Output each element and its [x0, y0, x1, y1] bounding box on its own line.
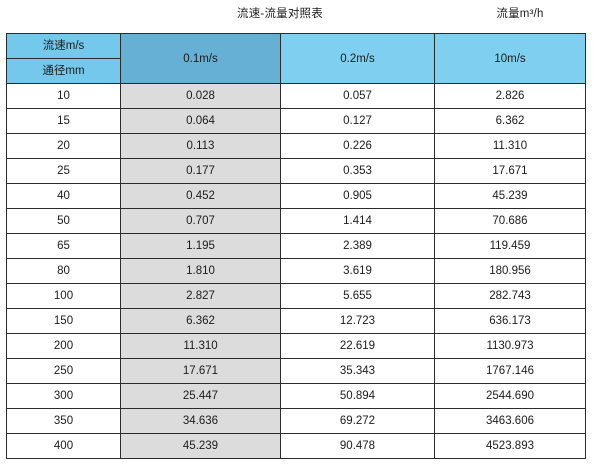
- cell-flow-0.2: 90.478: [280, 433, 435, 459]
- cell-flow-10: 119.459: [434, 233, 586, 259]
- cell-flow-0.1: 0.064: [120, 108, 281, 134]
- cell-flow-0.1: 11.310: [120, 333, 281, 359]
- corner-header-velocity: 流速m/s: [6, 33, 121, 59]
- table-row: 25 0.177 0.353 17.671: [6, 158, 586, 184]
- cell-flow-0.1: 0.177: [120, 158, 281, 184]
- title-band: 流速-流量对照表 流量m³/h: [0, 0, 600, 33]
- cell-flow-0.1: 0.452: [120, 183, 281, 209]
- column-header-2: 10m/s: [434, 33, 586, 84]
- table-row: 150 6.362 12.723 636.173: [6, 308, 586, 334]
- cell-diameter: 200: [6, 333, 121, 359]
- table-row: 20 0.113 0.226 11.310: [6, 133, 586, 159]
- table-row: 10 0.028 0.057 2.826: [6, 83, 586, 109]
- cell-flow-0.1: 45.239: [120, 433, 281, 459]
- cell-flow-10: 636.173: [434, 308, 586, 334]
- cell-flow-0.1: 2.827: [120, 283, 281, 309]
- cell-diameter: 100: [6, 283, 121, 309]
- cell-flow-10: 45.239: [434, 183, 586, 209]
- cell-diameter: 20: [6, 133, 121, 159]
- table-row: 300 25.447 50.894 2544.690: [6, 383, 586, 409]
- cell-flow-0.2: 3.619: [280, 258, 435, 284]
- table-header-row-top: 流速m/s 0.1m/s 0.2m/s 10m/s: [6, 33, 586, 84]
- cell-flow-10: 282.743: [434, 283, 586, 309]
- table-row: 65 1.195 2.389 119.459: [6, 233, 586, 259]
- table-row: 400 45.239 90.478 4523.893: [6, 433, 586, 459]
- table-row: 350 34.636 69.272 3463.606: [6, 408, 586, 434]
- cell-flow-0.1: 0.707: [120, 208, 281, 234]
- cell-flow-0.1: 0.113: [120, 133, 281, 159]
- cell-diameter: 65: [6, 233, 121, 259]
- cell-flow-0.1: 17.671: [120, 358, 281, 384]
- cell-flow-0.2: 0.353: [280, 158, 435, 184]
- cell-diameter: 300: [6, 383, 121, 409]
- cell-flow-0.1: 1.195: [120, 233, 281, 259]
- cell-diameter: 40: [6, 183, 121, 209]
- flow-rate-table-container: 流速m/s 0.1m/s 0.2m/s 10m/s 通径mm 10 0.028 …: [6, 33, 586, 459]
- cell-flow-0.1: 0.028: [120, 83, 281, 109]
- cell-flow-0.1: 34.636: [120, 408, 281, 434]
- cell-flow-10: 1130.973: [434, 333, 586, 359]
- flow-rate-table: 流速m/s 0.1m/s 0.2m/s 10m/s 通径mm 10 0.028 …: [6, 33, 586, 459]
- cell-diameter: 400: [6, 433, 121, 459]
- table-row: 100 2.827 5.655 282.743: [6, 283, 586, 309]
- cell-diameter: 25: [6, 158, 121, 184]
- cell-flow-10: 3463.606: [434, 408, 586, 434]
- cell-flow-10: 2.826: [434, 83, 586, 109]
- page-title: 流速-流量对照表: [237, 8, 323, 20]
- cell-flow-0.2: 35.343: [280, 358, 435, 384]
- cell-flow-0.2: 12.723: [280, 308, 435, 334]
- cell-diameter: 80: [6, 258, 121, 284]
- cell-flow-0.2: 1.414: [280, 208, 435, 234]
- cell-flow-10: 70.686: [434, 208, 586, 234]
- cell-diameter: 50: [6, 208, 121, 234]
- table-row: 200 11.310 22.619 1130.973: [6, 333, 586, 359]
- cell-diameter: 10: [6, 83, 121, 109]
- cell-flow-0.1: 25.447: [120, 383, 281, 409]
- cell-flow-0.2: 0.127: [280, 108, 435, 134]
- table-row: 250 17.671 35.343 1767.146: [6, 358, 586, 384]
- column-header-0: 0.1m/s: [120, 33, 281, 84]
- cell-flow-10: 11.310: [434, 133, 586, 159]
- cell-flow-0.2: 22.619: [280, 333, 435, 359]
- cell-flow-0.2: 0.226: [280, 133, 435, 159]
- table-body: 流速m/s 0.1m/s 0.2m/s 10m/s 通径mm 10 0.028 …: [6, 33, 586, 459]
- cell-flow-0.2: 2.389: [280, 233, 435, 259]
- corner-header-diameter: 通径mm: [6, 58, 121, 84]
- cell-flow-10: 17.671: [434, 158, 586, 184]
- cell-flow-0.2: 50.894: [280, 383, 435, 409]
- cell-flow-0.2: 0.905: [280, 183, 435, 209]
- cell-flow-10: 2544.690: [434, 383, 586, 409]
- cell-diameter: 250: [6, 358, 121, 384]
- cell-flow-0.2: 0.057: [280, 83, 435, 109]
- table-row: 80 1.810 3.619 180.956: [6, 258, 586, 284]
- cell-flow-0.2: 5.655: [280, 283, 435, 309]
- table-row: 50 0.707 1.414 70.686: [6, 208, 586, 234]
- cell-flow-10: 180.956: [434, 258, 586, 284]
- cell-flow-10: 6.362: [434, 108, 586, 134]
- cell-diameter: 150: [6, 308, 121, 334]
- cell-diameter: 15: [6, 108, 121, 134]
- cell-flow-10: 1767.146: [434, 358, 586, 384]
- table-row: 15 0.064 0.127 6.362: [6, 108, 586, 134]
- cell-diameter: 350: [6, 408, 121, 434]
- cell-flow-0.1: 6.362: [120, 308, 281, 334]
- cell-flow-10: 4523.893: [434, 433, 586, 459]
- cell-flow-0.2: 69.272: [280, 408, 435, 434]
- table-row: 40 0.452 0.905 45.239: [6, 183, 586, 209]
- table-header-row-bottom: 通径mm: [6, 58, 586, 84]
- unit-title: 流量m³/h: [496, 8, 544, 20]
- cell-flow-0.1: 1.810: [120, 258, 281, 284]
- column-header-1: 0.2m/s: [280, 33, 435, 84]
